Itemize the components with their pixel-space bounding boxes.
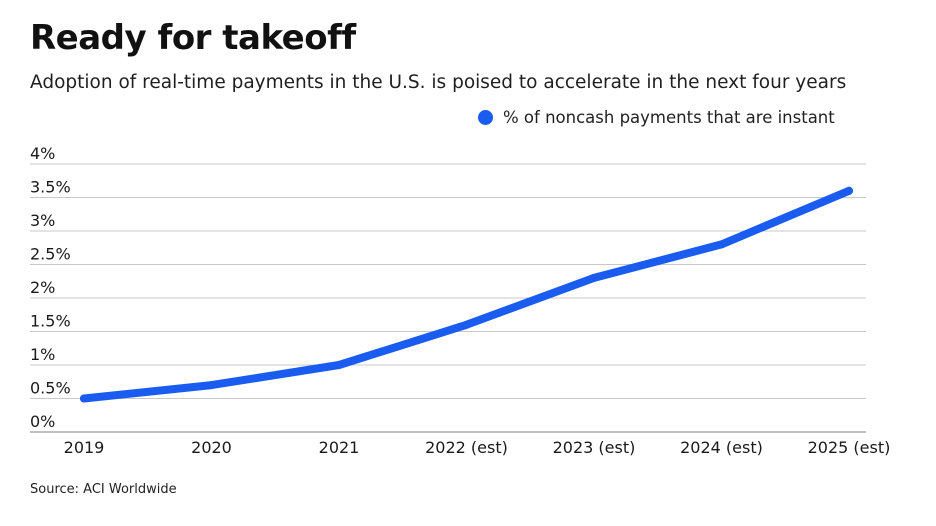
data-point xyxy=(717,240,726,249)
x-tick-label: 2023 (est) xyxy=(553,438,636,457)
series-layer xyxy=(80,186,853,403)
data-point xyxy=(462,320,471,329)
chart-subtitle: Adoption of real-time payments in the U.… xyxy=(30,72,847,93)
x-tick-label: 2021 xyxy=(319,438,360,457)
y-tick-label: 2.5% xyxy=(30,245,71,264)
data-point xyxy=(590,273,598,282)
y-tick-label: 3% xyxy=(30,211,55,230)
y-tick-label: 1% xyxy=(30,345,55,364)
data-point xyxy=(845,186,853,195)
y-axis-ticks: 0% 0.5% 1% 1.5% 2% 2.5% 3% 3.5% 4% xyxy=(30,144,71,431)
y-tick-label: 0.5% xyxy=(30,379,71,398)
y-tick-label: 0% xyxy=(30,412,55,431)
x-axis-ticks: 2019 2020 2021 2022 (est) 2023 (est) 2024 (es… xyxy=(64,438,891,457)
series-line xyxy=(80,186,853,403)
x-tick-label: 2025 (est) xyxy=(808,438,891,457)
y-tick-label: 2% xyxy=(30,278,55,297)
x-tick-label: 2019 xyxy=(64,438,105,457)
gridlines xyxy=(30,163,866,433)
y-tick-label: 3.5% xyxy=(30,178,71,197)
y-tick-label: 1.5% xyxy=(30,312,71,331)
legend: % of noncash payments that are instant xyxy=(478,108,835,127)
legend-label: % of noncash payments that are instant xyxy=(503,108,835,127)
data-point xyxy=(335,361,343,369)
source-note: Source: ACI Worldwide xyxy=(30,482,177,497)
data-point xyxy=(80,394,88,403)
legend-swatch xyxy=(478,110,493,125)
data-point xyxy=(207,381,216,390)
x-tick-label: 2024 (est) xyxy=(680,438,763,457)
y-tick-label: 4% xyxy=(30,144,55,163)
x-tick-label: 2020 xyxy=(191,438,232,457)
x-tick-label: 2022 (est) xyxy=(425,438,508,457)
chart-title: Ready for takeoff xyxy=(30,18,356,58)
